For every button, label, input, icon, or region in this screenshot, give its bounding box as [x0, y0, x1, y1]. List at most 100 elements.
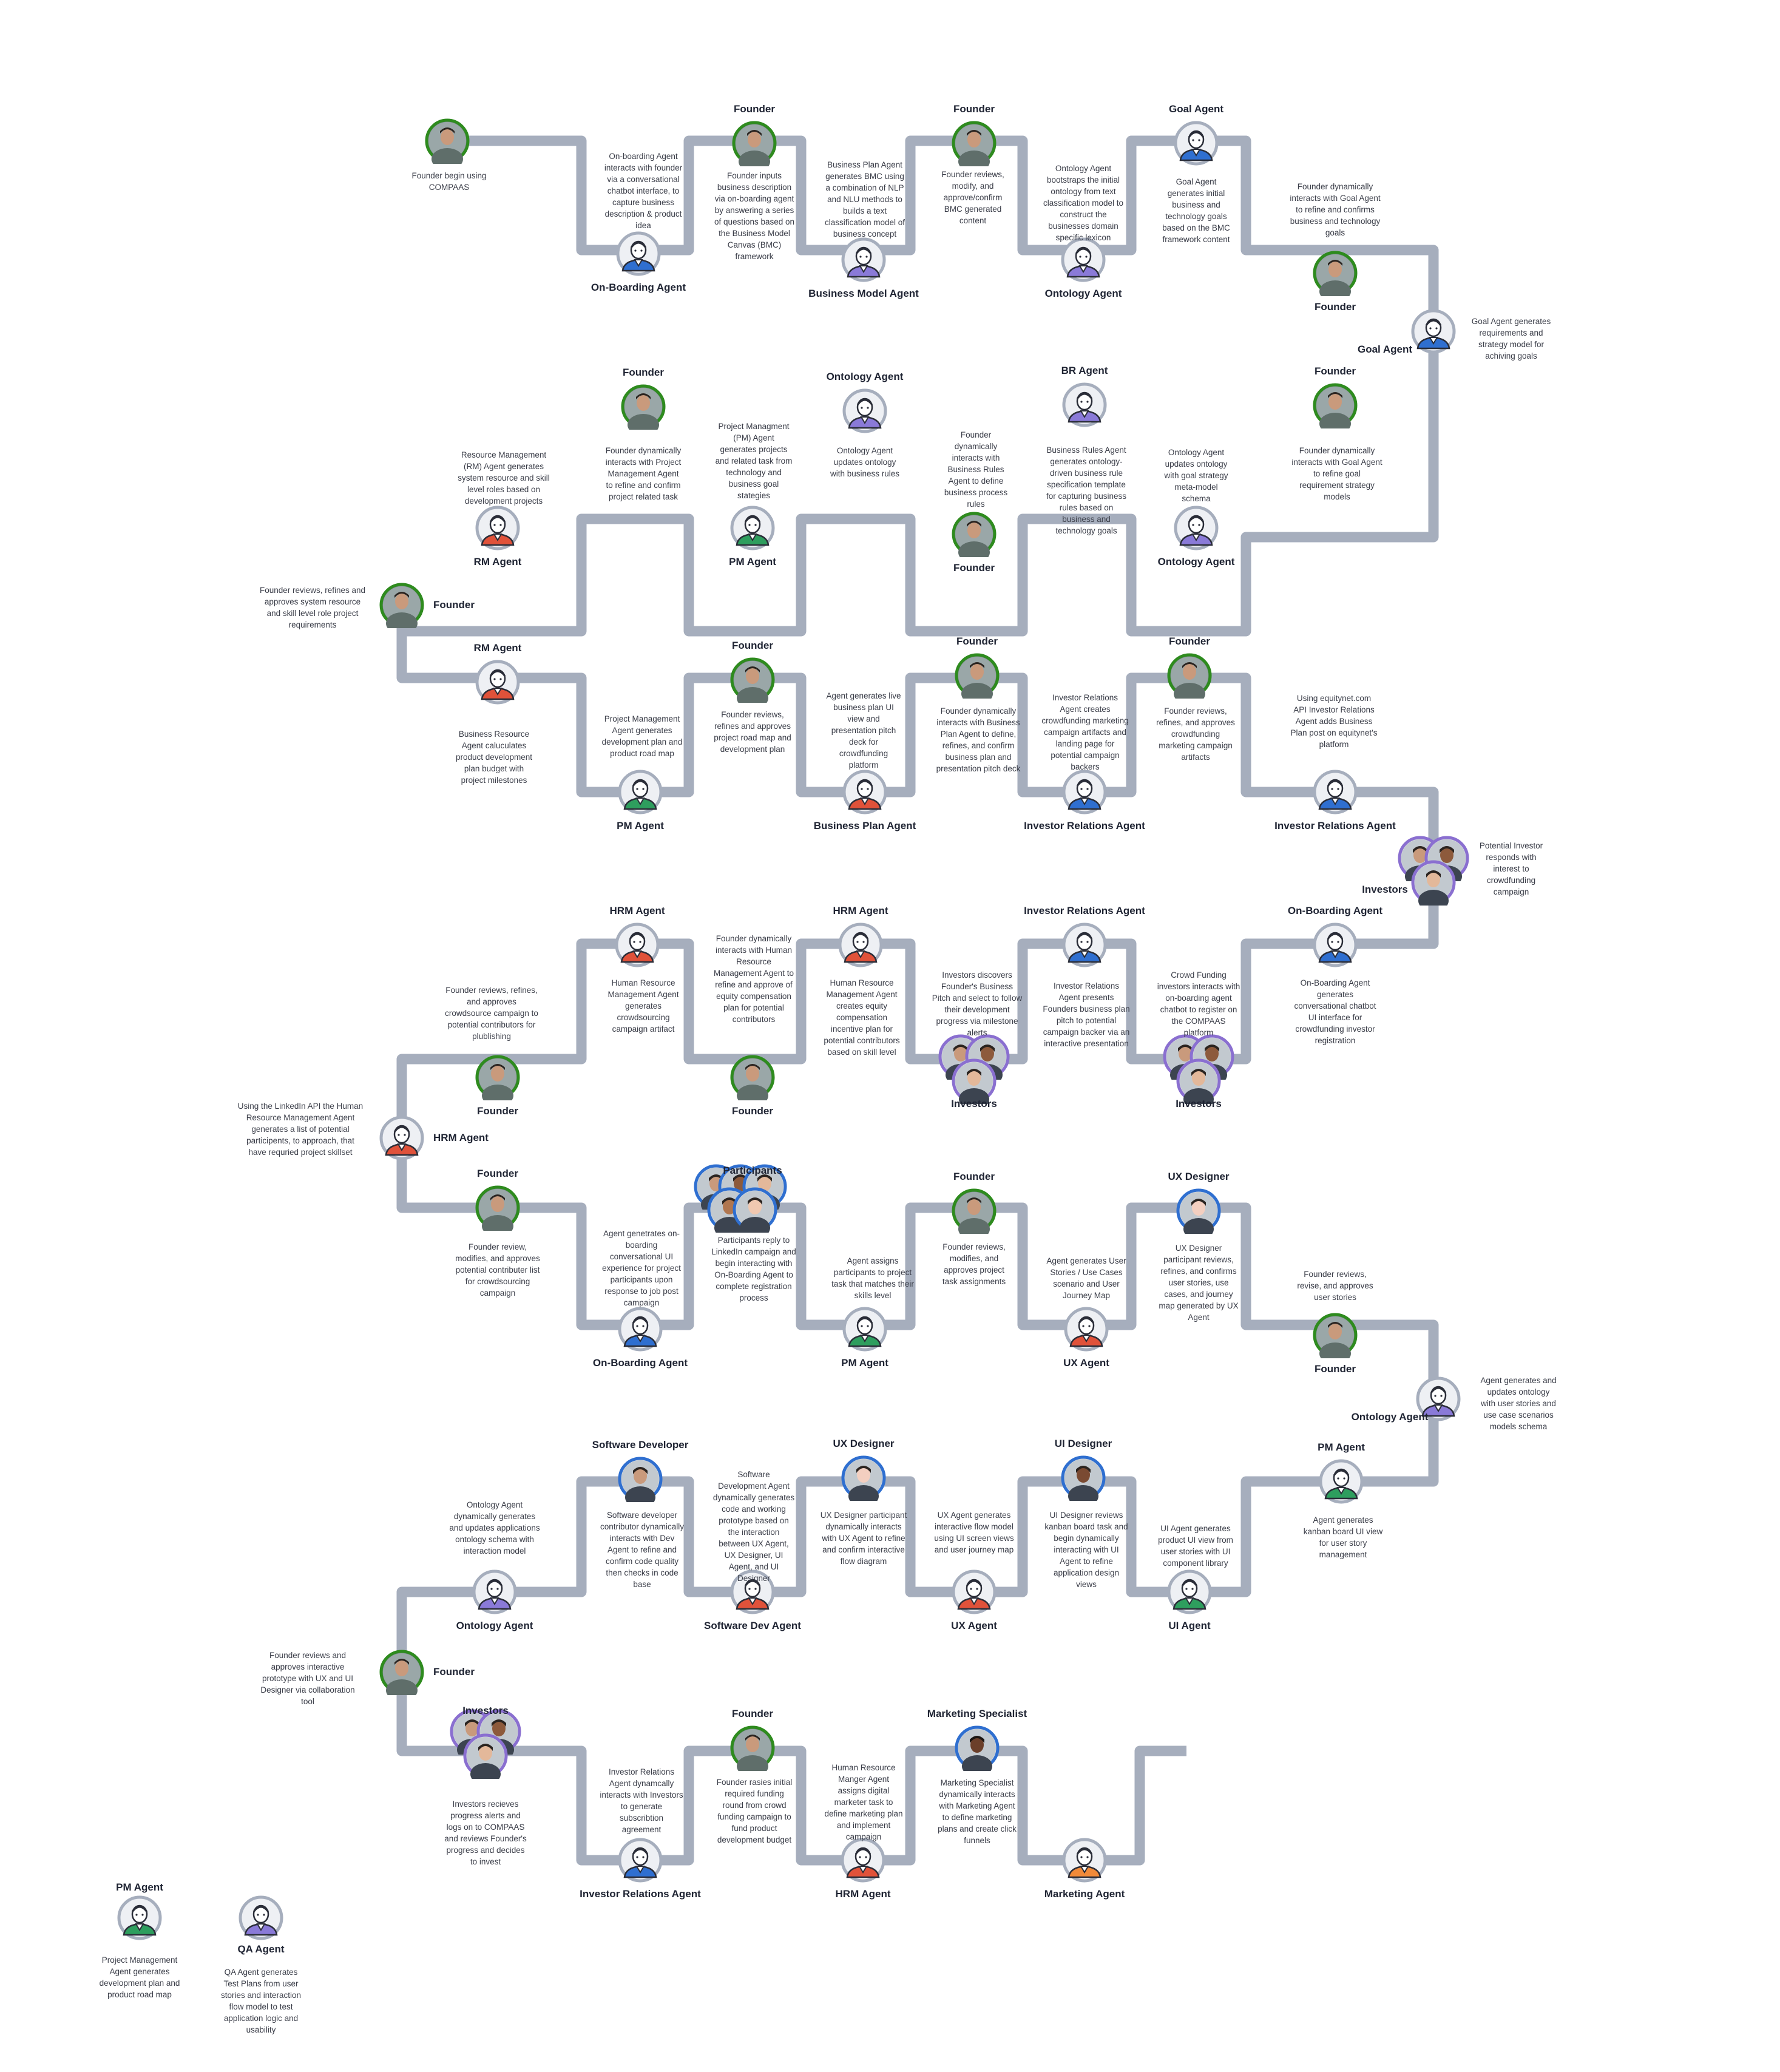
founder-avatar: [475, 1054, 521, 1100]
node-description: Founder dynamically interacts with Goal …: [1291, 446, 1382, 501]
agent-icon: [475, 659, 521, 705]
node-description: Ontology Agent updates ontology with bus…: [830, 446, 900, 478]
node-description: Founder reviews, refines and approves pr…: [714, 710, 791, 754]
node-label: Founder: [1315, 365, 1356, 377]
agent-icon: [1312, 922, 1358, 968]
investor-avatar: [462, 1733, 509, 1779]
node-description: Investor Relations Agent presents Founde…: [1043, 981, 1130, 1048]
node-description: Founder reviews and approves interactive…: [260, 1651, 355, 1706]
ui-designer-avatar: [1060, 1455, 1106, 1501]
node-description: Investors discovers Founder's Business P…: [932, 970, 1023, 1037]
node-description: Founder begin using COMPAAS: [411, 171, 487, 192]
node-label: BR Agent: [1061, 365, 1108, 376]
node-description: Crowd Funding investors interacts with o…: [1157, 970, 1240, 1037]
node-label: Marketing Agent: [1044, 1888, 1125, 1900]
node-description: Ontology Agent bootstraps the initial on…: [1043, 164, 1124, 242]
agent-icon: [1061, 1837, 1108, 1883]
node-label: PM Agent: [1318, 1441, 1365, 1453]
node-label: Founder: [953, 1171, 995, 1182]
node-label: Investor Relations Agent: [1024, 905, 1145, 916]
node-description: Founder dynamically interacts with Human…: [713, 934, 794, 1024]
ux-designer-avatar: [841, 1455, 887, 1501]
node-description: Agent generates kanban board UI view for…: [1303, 1515, 1383, 1559]
founder-avatar: [951, 120, 997, 166]
agent-icon: [729, 1569, 776, 1615]
founder-avatar: [424, 118, 470, 164]
node-label: Investors: [462, 1705, 509, 1716]
node-label: UI Agent: [1168, 1620, 1211, 1631]
node-label: Ontology Agent: [1044, 288, 1122, 299]
node-label: PM Agent: [617, 820, 664, 831]
node-label: UX Designer: [833, 1438, 895, 1449]
agent-icon: [1312, 769, 1358, 815]
founder-avatar: [1312, 250, 1358, 296]
founder-avatar: [729, 1054, 776, 1100]
node-description: Agent generates User Stories / Use Cases…: [1046, 1256, 1126, 1300]
agent-icon: [1061, 382, 1108, 428]
investor-avatar: [1176, 1058, 1222, 1104]
node-description: Agent generates and updates ontology wit…: [1480, 1376, 1557, 1431]
agent-icon: [617, 1306, 663, 1352]
agent-icon: [842, 1306, 888, 1352]
node-label: Founder: [953, 562, 995, 574]
legend-agent-icon: [238, 1895, 284, 1941]
software-developer-avatar: [617, 1456, 663, 1502]
agent-icon: [729, 505, 776, 551]
node-label: Founder: [734, 103, 775, 115]
node-description: On-boarding Agent interacts with founder…: [604, 152, 683, 230]
agent-icon: [1060, 237, 1106, 283]
node-label: Founder: [1315, 1363, 1356, 1375]
founder-avatar: [1312, 1312, 1358, 1358]
node-label: PM Agent: [841, 1357, 888, 1369]
node-description: Goal Agent generates initial business an…: [1162, 177, 1230, 244]
node-label: Ontology Agent: [456, 1620, 533, 1631]
node-description: Participants reply to LinkedIn campaign …: [711, 1236, 796, 1302]
node-description: Founder dynamically interacts with Goal …: [1290, 182, 1381, 237]
founder-avatar: [475, 1185, 521, 1231]
node-label: UI Designer: [1054, 1438, 1112, 1449]
node-label: HRM Agent: [835, 1888, 891, 1900]
node-description: Founder inputs business description via …: [714, 171, 795, 261]
node-label: UX Agent: [1063, 1357, 1109, 1369]
node-label: Goal Agent: [1168, 103, 1224, 115]
node-description: Founder reviews, modifies, and approves …: [942, 1242, 1006, 1286]
node-label: UX Designer: [1168, 1171, 1230, 1182]
agent-icon: [951, 1569, 997, 1615]
legend-label: PM Agent: [116, 1881, 163, 1893]
node-description: Founder reviews, refines and approves sy…: [259, 586, 366, 629]
agent-icon: [1415, 1376, 1461, 1422]
node-label: Founder: [732, 1708, 773, 1719]
agent-icon: [1410, 308, 1457, 354]
founder-avatar: [954, 652, 1000, 699]
agent-icon: [1173, 120, 1219, 166]
node-label: HRM Agent: [609, 905, 665, 916]
legend-agent-icon: [117, 1895, 163, 1941]
node-description: Business Plan Agent generates BMC using …: [824, 160, 905, 239]
founder-avatar: [729, 1725, 776, 1771]
node-label: HRM Agent: [833, 905, 888, 916]
node-label: Investor Relations Agent: [1024, 820, 1145, 831]
node-description: UX Agent generates interactive flow mode…: [934, 1511, 1014, 1554]
node-description: On-Boarding Agent generates conversation…: [1294, 978, 1376, 1045]
node-description: Founder dynamically interacts with Busin…: [944, 430, 1008, 509]
node-label: RM Agent: [473, 642, 522, 654]
node-label: Business Model Agent: [808, 288, 919, 299]
marketing-specialist-avatar: [954, 1725, 1000, 1771]
founder-avatar: [731, 120, 777, 166]
node-label: Investors: [1176, 1098, 1222, 1109]
node-description: Human Resource Management Agent creates …: [824, 978, 900, 1057]
node-label: Marketing Specialist: [927, 1708, 1027, 1719]
node-description: Project Managment (PM) Agent generates p…: [715, 422, 793, 500]
agent-icon: [614, 922, 660, 968]
node-label: Founder: [956, 635, 998, 647]
node-label: UX Agent: [951, 1620, 997, 1631]
node-description: Investor Relations Agent dynamcally inte…: [600, 1767, 683, 1834]
agent-icon: [1061, 769, 1108, 815]
investor-avatar: [1410, 859, 1457, 906]
node-label: HRM Agent: [433, 1132, 489, 1143]
agent-icon: [472, 1569, 518, 1615]
node-description: Founder rasies initial required funding …: [716, 1778, 793, 1844]
legend-label: QA Agent: [237, 1943, 285, 1955]
agent-icon: [842, 769, 888, 815]
node-description: Marketing Specialist dynamically interac…: [938, 1778, 1017, 1845]
